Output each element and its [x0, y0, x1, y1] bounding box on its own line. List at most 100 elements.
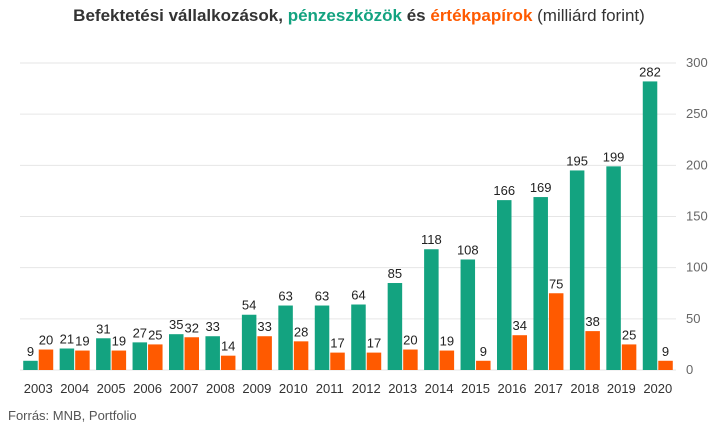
label-penzeszkozok-2013: 85	[388, 266, 402, 281]
bar-penzeszkozok-2007	[169, 334, 184, 370]
title-part-3: és	[402, 6, 431, 25]
label-ertekpapirok-2016: 34	[513, 318, 527, 333]
x-tick-label: 2010	[279, 381, 308, 396]
bar-penzeszkozok-2006	[132, 342, 148, 370]
bar-penzeszkozok-2019	[606, 166, 621, 370]
bar-penzeszkozok-2004	[59, 348, 75, 370]
label-ertekpapirok-2005: 19	[112, 334, 126, 349]
x-tick-label: 2020	[643, 381, 672, 396]
bar-penzeszkozok-2020	[642, 81, 658, 371]
x-tick-label: 2005	[97, 381, 126, 396]
bar-ertekpapirok-2004	[75, 350, 90, 370]
bar-penzeszkozok-2018	[569, 170, 585, 370]
x-tick-label: 2018	[570, 381, 599, 396]
bar-penzeszkozok-2014	[424, 249, 439, 370]
label-ertekpapirok-2014: 19	[440, 334, 454, 349]
label-penzeszkozok-2012: 64	[351, 288, 365, 303]
label-ertekpapirok-2003: 20	[39, 333, 53, 348]
y-tick-label: 200	[686, 157, 708, 172]
label-ertekpapirok-2020: 9	[662, 344, 669, 359]
x-tick-label: 2006	[133, 381, 162, 396]
chart-title: Befektetési vállalkozások, pénzeszközök …	[0, 6, 718, 26]
label-ertekpapirok-2007: 32	[185, 320, 199, 335]
y-tick-label: 250	[686, 106, 708, 121]
label-penzeszkozok-2009: 54	[242, 298, 256, 313]
label-penzeszkozok-2014: 118	[421, 232, 442, 247]
bar-penzeszkozok-2010	[278, 305, 293, 370]
bar-ertekpapirok-2014	[439, 350, 455, 370]
label-penzeszkozok-2003: 9	[27, 344, 34, 359]
x-tick-label: 2016	[498, 381, 527, 396]
bar-ertekpapirok-2016	[512, 335, 527, 370]
title-part-5: (milliárd forint)	[532, 6, 645, 25]
bar-ertekpapirok-2009	[257, 336, 272, 370]
y-tick-label: 100	[686, 260, 708, 275]
x-tick-label: 2015	[461, 381, 490, 396]
bar-penzeszkozok-2015	[460, 259, 476, 370]
label-ertekpapirok-2004: 19	[75, 334, 89, 349]
label-penzeszkozok-2011: 63	[315, 289, 329, 304]
bar-ertekpapirok-2020	[658, 360, 673, 370]
bar-ertekpapirok-2011	[330, 352, 345, 370]
x-tick-label: 2013	[388, 381, 417, 396]
x-tick-label: 2004	[60, 381, 89, 396]
label-ertekpapirok-2018: 38	[585, 314, 599, 329]
label-penzeszkozok-2020: 282	[639, 64, 661, 79]
x-tick-label: 2019	[607, 381, 636, 396]
x-tick-label: 2008	[206, 381, 235, 396]
x-tick-label: 2009	[242, 381, 271, 396]
x-tick-label: 2003	[24, 381, 53, 396]
bar-penzeszkozok-2003	[23, 360, 38, 370]
label-penzeszkozok-2017: 169	[530, 180, 552, 195]
bar-ertekpapirok-2018	[585, 331, 600, 370]
label-ertekpapirok-2006: 25	[148, 327, 162, 342]
x-tick-label: 2007	[170, 381, 199, 396]
label-ertekpapirok-2015: 9	[480, 344, 487, 359]
y-tick-label: 150	[686, 209, 708, 224]
bar-penzeszkozok-2016	[497, 200, 512, 370]
bar-ertekpapirok-2003	[38, 349, 54, 370]
bar-ertekpapirok-2007	[184, 337, 199, 370]
label-ertekpapirok-2019: 25	[622, 327, 636, 342]
label-ertekpapirok-2013: 20	[403, 333, 417, 348]
label-penzeszkozok-2007: 35	[169, 317, 183, 332]
gridlines	[20, 62, 676, 371]
bar-ertekpapirok-2008	[220, 355, 236, 370]
x-tick-label: 2014	[425, 381, 454, 396]
label-penzeszkozok-2006: 27	[133, 325, 147, 340]
label-penzeszkozok-2019: 199	[603, 149, 625, 164]
y-tick-label: 300	[686, 55, 708, 70]
bar-ertekpapirok-2015	[476, 360, 491, 370]
label-ertekpapirok-2011: 17	[330, 336, 344, 351]
bar-ertekpapirok-2006	[148, 344, 163, 370]
label-penzeszkozok-2005: 31	[96, 321, 110, 336]
bar-penzeszkozok-2017	[533, 197, 548, 370]
y-axis-ticks: 0 50 100 150 200 250 300	[686, 55, 708, 377]
label-penzeszkozok-2008: 33	[205, 319, 219, 334]
title-part-4: értékpapírok	[430, 6, 533, 25]
bars	[23, 81, 673, 371]
label-penzeszkozok-2010: 63	[278, 289, 292, 304]
label-penzeszkozok-2016: 166	[493, 183, 515, 198]
label-ertekpapirok-2009: 33	[257, 319, 271, 334]
x-tick-label: 2011	[316, 381, 344, 396]
bar-penzeszkozok-2009	[241, 314, 257, 370]
title-part-1: Befektetési vállalkozások,	[73, 6, 288, 25]
label-ertekpapirok-2017: 75	[549, 276, 563, 291]
bar-penzeszkozok-2005	[96, 338, 111, 370]
bar-penzeszkozok-2012	[351, 304, 366, 370]
source-note: Forrás: MNB, Portfolio	[8, 408, 137, 423]
label-penzeszkozok-2018: 195	[566, 153, 588, 168]
x-tick-label: 2017	[534, 381, 563, 396]
label-penzeszkozok-2004: 21	[60, 332, 74, 347]
bar-ertekpapirok-2010	[293, 341, 309, 370]
bar-ertekpapirok-2019	[621, 344, 637, 370]
label-ertekpapirok-2008: 14	[221, 339, 235, 354]
x-axis-ticks: 2003 2004 2005 2006 2007 2008 2009 2010 2011 2012…	[24, 381, 672, 396]
y-tick-label: 0	[686, 362, 693, 377]
bar-penzeszkozok-2013	[387, 283, 403, 370]
bar-penzeszkozok-2008	[205, 336, 220, 370]
bar-ertekpapirok-2013	[403, 349, 418, 370]
